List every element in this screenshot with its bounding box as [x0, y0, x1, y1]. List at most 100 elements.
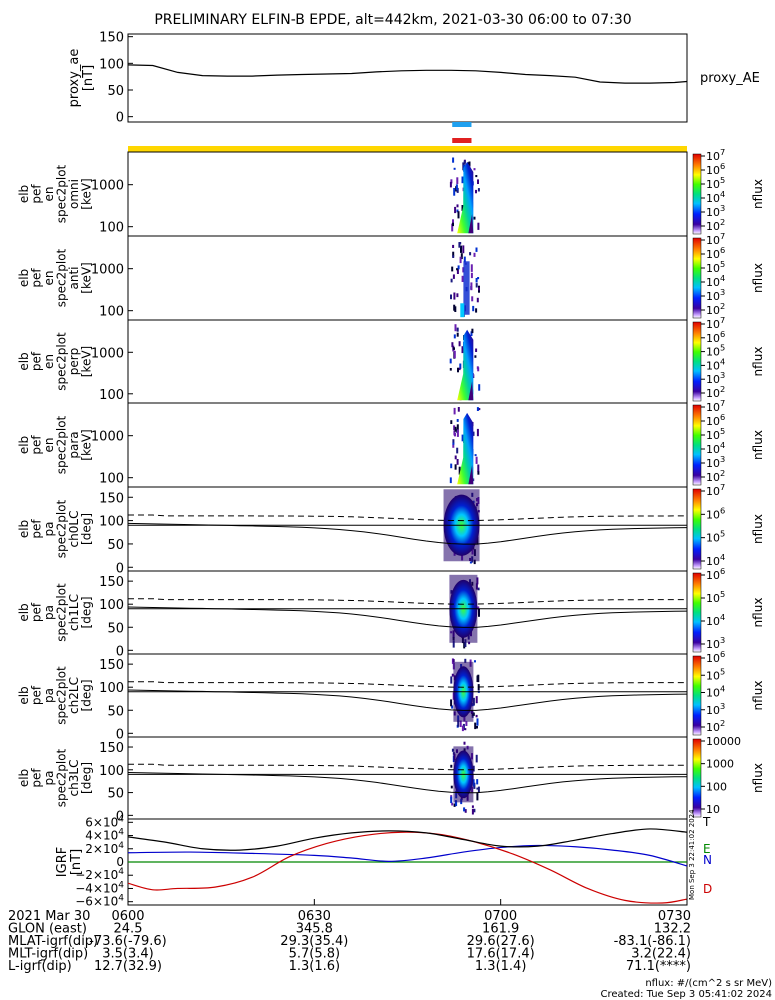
spectrogram-pixel: [474, 355, 477, 358]
spectrogram-pixel: [450, 676, 453, 684]
colorbar-label: nflux: [751, 514, 765, 544]
spectrogram-pixel: [460, 253, 463, 260]
proxy-ae-ytick: 0: [116, 111, 124, 126]
colorbar-tick: 102: [706, 718, 725, 734]
footer-value: 345.8: [296, 922, 333, 937]
panel-frame: [127, 653, 688, 738]
colorbar-tick: 106: [706, 161, 725, 177]
colorbar-tick: 104: [706, 189, 725, 205]
spectrogram-pixel: [453, 334, 456, 339]
pitch-angle-ytick: 150: [99, 575, 124, 590]
spectrogram-pixel: [476, 407, 479, 411]
spectrogram-pixel: [477, 786, 480, 793]
footer-value: 17.6(17.4): [467, 947, 535, 962]
spectrogram-pixel: [456, 177, 459, 184]
spectrogram-pixel: [458, 242, 461, 248]
colorbar-tick: 104: [706, 552, 725, 568]
panel-ch3: 150 100 50 0 elbpefpaspec2plotch3LC[deg] 1000…: [17, 735, 765, 824]
panel-ylabel: elbpefenspec2plotanti[keV]: [17, 248, 94, 307]
spectrogram-pixel: [451, 748, 454, 752]
proxy-ae-panel: 150 100 50 0 proxy_AE proxy_ae[nT]: [67, 31, 760, 126]
colorbar: [692, 738, 702, 818]
colorbar: [692, 655, 702, 736]
panel-perp: 1000100elbpefenspec2plotperp[keV]1071061…: [17, 315, 765, 404]
colorbar: [692, 153, 702, 235]
spectrogram-pixel: [452, 640, 455, 648]
pitch-angle-ytick: 50: [107, 621, 124, 636]
spectrogram-pixel: [457, 265, 460, 270]
spectrogram-pixel: [453, 425, 456, 431]
spectrogram-pixel: [464, 639, 467, 647]
spectrogram-intensity: [457, 412, 474, 485]
panel-frame: [127, 151, 688, 237]
spectrogram-intensity: [463, 261, 470, 315]
panel-frame: [127, 235, 688, 321]
spectrogram-pixel: [450, 420, 453, 424]
spectrogram-pixel: [476, 718, 479, 726]
spectrogram-pixel: [454, 324, 457, 332]
colorbar-label: nflux: [751, 681, 765, 711]
panel-ylabel: elbpefpaspec2plotch0LC[deg]: [17, 499, 94, 558]
spectrogram-pixel: [472, 431, 475, 436]
panel-frame: [127, 319, 688, 404]
spectrogram-pixel: [452, 349, 455, 352]
spectrogram-pixel: [461, 275, 464, 282]
panel-ylabel: elbpefenspec2plotpara[keV]: [17, 415, 94, 474]
spectrogram-pixel: [471, 805, 474, 808]
colorbar-tick: 103: [706, 701, 725, 717]
spectrogram-pixel: [474, 722, 477, 730]
panel-para: 1000100elbpefenspec2plotpara[keV]1071061…: [17, 398, 765, 488]
pitch-angle-ytick: 0: [116, 809, 124, 824]
colorbar-tick: 102: [706, 301, 725, 317]
footer-value: 71.1(****): [626, 959, 691, 974]
colorbar-tick: 103: [706, 635, 725, 651]
spectrogram-pixel: [476, 779, 479, 785]
colorbar-tick: 106: [706, 566, 725, 582]
spectrogram-pixel: [461, 434, 464, 442]
spectrogram-pixel: [469, 561, 472, 564]
panel-ylabel: elbpefenspec2plotomni[keV]: [17, 164, 94, 223]
spectrogram-pixel: [475, 714, 478, 718]
footer-value: 0700: [484, 909, 517, 924]
colorbar-tick: 106: [706, 649, 725, 665]
spectrogram-pixel: [476, 428, 479, 437]
spectrogram-pixel: [450, 699, 453, 707]
spectrogram-pixel: [454, 432, 456, 437]
igrf-ytick: −2×104: [75, 867, 124, 882]
pitch-angle-ytick: 100: [99, 681, 124, 696]
footer-value: 29.6(27.6): [467, 934, 535, 949]
spectrogram-pixel: [475, 189, 477, 194]
igrf-ylabel: IGRF[nT]: [55, 847, 84, 877]
loss-cone-line: [127, 689, 688, 711]
colorbar-tick: 104: [706, 356, 725, 372]
spectrogram-pixel: [452, 659, 455, 663]
spectrogram-pixel: [450, 785, 453, 789]
colorbar-tick: 104: [706, 273, 725, 289]
panel-omni: 1000100elbpefenspec2plotomni[keV]1071061…: [17, 147, 765, 237]
spectrogram-pixel: [454, 464, 457, 470]
spectrogram-pixel: [459, 242, 462, 245]
footer-row-label: MLAT-igrf(dip): [8, 934, 98, 949]
spectrogram-pixel: [461, 205, 464, 211]
footer-value: -83.1(-86.1): [614, 934, 691, 949]
spectrogram-pixel: [453, 350, 456, 359]
pitch-angle-ytick: 150: [99, 741, 124, 756]
energy-ytick: 100: [99, 388, 124, 403]
colorbar-tick: 107: [706, 231, 725, 247]
spectrogram-pixel: [451, 266, 454, 272]
spectrogram-pixel: [450, 179, 453, 184]
spectrogram-pixel: [473, 216, 476, 220]
spectrogram-pixel: [456, 204, 459, 208]
panel-ch2: 150100500elbpefpaspec2plotch2LC[deg]1061…: [17, 649, 765, 742]
spectrogram-pixel: [453, 292, 456, 300]
igrf-ytick: 0: [116, 855, 124, 869]
spectrogram-pixel: [450, 278, 453, 283]
footer-value: 24.5: [114, 922, 143, 937]
panel-ylabel: elbpefpaspec2plotch1LC[deg]: [17, 583, 94, 642]
spectrogram-pixel: [457, 407, 460, 412]
spectrogram-pixel: [463, 256, 466, 263]
proxy-ae-series-label: proxy_AE: [700, 71, 760, 86]
spectrogram-pixel: [473, 559, 476, 565]
spectrogram-pixel: [457, 211, 460, 219]
spectrogram-pixel: [454, 206, 457, 214]
